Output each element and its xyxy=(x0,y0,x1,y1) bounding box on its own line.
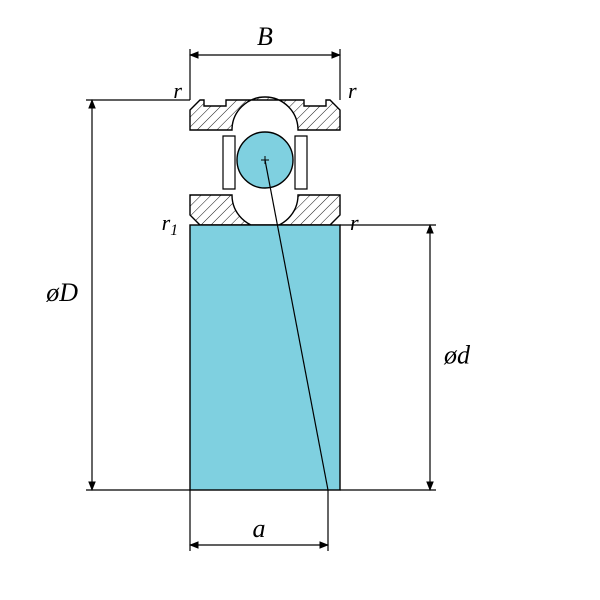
cage-left xyxy=(223,136,235,189)
cage-right xyxy=(295,136,307,189)
bore-shaft-region xyxy=(190,225,340,490)
label-r-top-right: r xyxy=(348,78,357,103)
label-D: øD xyxy=(45,278,78,307)
label-r-top-left: r xyxy=(173,78,182,103)
label-d: ød xyxy=(443,341,471,370)
label-a: a xyxy=(253,514,266,543)
label-B: B xyxy=(257,22,273,51)
label-r-inner-right: r xyxy=(350,210,359,235)
outer-ring-section xyxy=(190,97,340,130)
label-r1: r1 xyxy=(162,210,178,239)
inner-ring-upper-section xyxy=(190,195,340,228)
